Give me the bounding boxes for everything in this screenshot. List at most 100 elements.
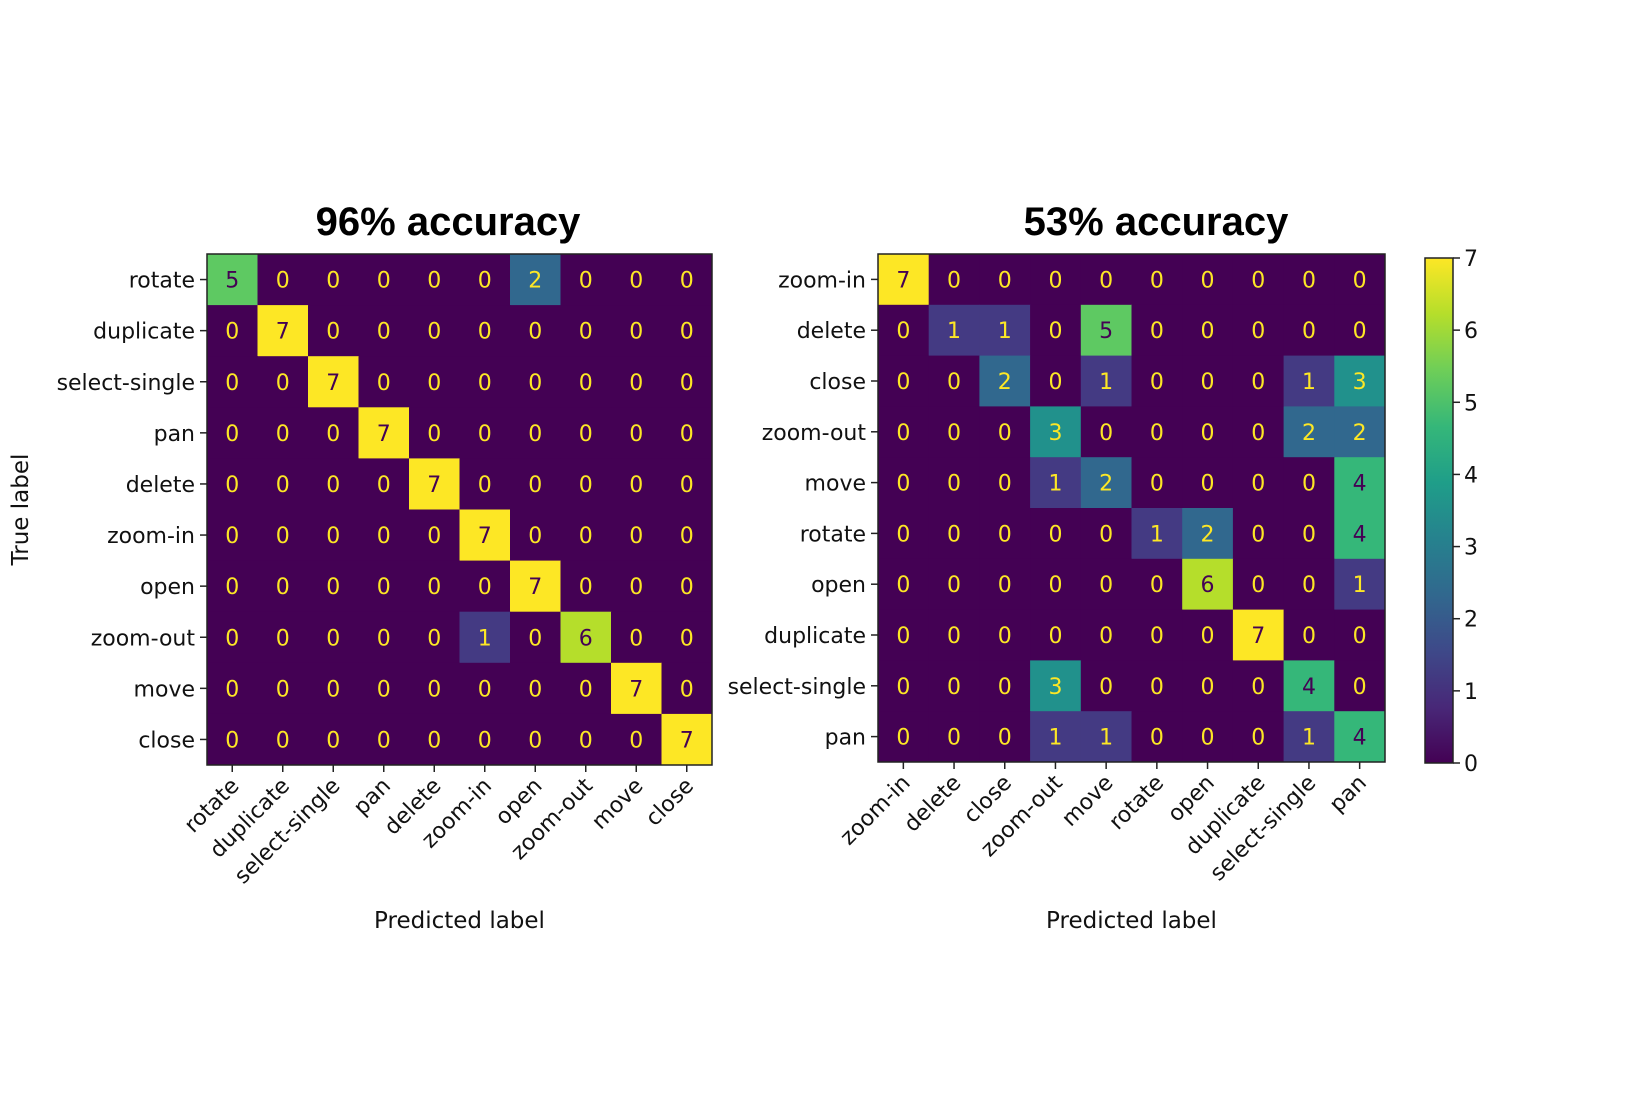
matrix-cell [661, 509, 713, 562]
matrix-cell [928, 558, 980, 611]
cell-value-label: 0 [1251, 522, 1265, 547]
matrix-cell [358, 458, 410, 510]
cell-value-label: 0 [427, 728, 441, 753]
matrix-cell [510, 509, 561, 562]
cell-value-label: 0 [629, 626, 643, 651]
matrix-cell [257, 560, 309, 613]
cell-value-label: 0 [528, 677, 542, 702]
matrix-cell [878, 254, 930, 306]
matrix-cell [928, 355, 980, 407]
cell-value-label: 0 [326, 626, 340, 651]
matrix-cell [1030, 508, 1082, 560]
matrix-cell [878, 508, 930, 560]
matrix-cell [1283, 457, 1335, 509]
matrix-cell [878, 660, 930, 712]
colorbar-tick-label: 3 [1464, 536, 1478, 561]
matrix-cell [1131, 355, 1183, 407]
cell-value-label: 0 [1251, 726, 1265, 751]
matrix-cell [1030, 609, 1082, 661]
y-tick-label: open [811, 573, 866, 598]
cell-value-label: 0 [896, 370, 910, 395]
cell-value-label: 0 [1201, 268, 1215, 293]
matrix-cell [1182, 660, 1234, 712]
cell-value-label: 0 [326, 422, 340, 447]
matrix-cell [661, 713, 713, 766]
cell-value-label: 1 [947, 319, 961, 344]
cell-value-label: 0 [377, 677, 391, 702]
matrix-cell [878, 406, 930, 458]
matrix-cell [207, 356, 258, 408]
cell-value-label: 0 [225, 575, 239, 600]
cell-value-label: 0 [1099, 421, 1113, 446]
matrix-cell [358, 662, 410, 715]
cell-value-label: 0 [579, 269, 593, 294]
cell-value-label: 1 [1099, 370, 1113, 395]
cell-value-label: 0 [1201, 319, 1215, 344]
matrix-cell [358, 509, 410, 562]
matrix-cell [1030, 304, 1082, 357]
cell-value-label: 2 [1099, 472, 1113, 497]
x-tick-label: zoom-in [836, 771, 916, 851]
cell-value-label: 2 [998, 370, 1012, 395]
y-tick-label: pan [825, 726, 866, 751]
matrix-cell [1131, 660, 1183, 712]
matrix-cell [510, 254, 561, 306]
cell-value-label: 0 [1302, 522, 1316, 547]
matrix-cell [979, 355, 1031, 407]
matrix-cell [979, 558, 1031, 611]
matrix-cell [459, 356, 511, 408]
cell-value-label: 7 [1251, 624, 1265, 649]
matrix-cell [1334, 254, 1386, 306]
cell-value-label: 0 [680, 371, 694, 396]
matrix-cell [510, 611, 561, 664]
y-tick-label: delete [797, 319, 866, 344]
cell-value-label: 7 [629, 677, 643, 702]
cell-value-label: 0 [579, 524, 593, 549]
matrix-cell [661, 407, 713, 459]
matrix-cell [409, 713, 460, 766]
colorbar-tick-label: 2 [1464, 608, 1478, 633]
matrix-cell [560, 305, 612, 357]
cell-value-label: 7 [528, 575, 542, 600]
cell-value-label: 0 [1048, 370, 1062, 395]
matrix-cell [928, 609, 980, 661]
cell-value-label: 0 [1302, 624, 1316, 649]
cell-value-label: 1 [1302, 726, 1316, 751]
cell-value-label: 0 [1048, 319, 1062, 344]
matrix-cell [1283, 711, 1335, 763]
cell-value-label: 0 [1201, 370, 1215, 395]
cell-value-label: 0 [1201, 675, 1215, 700]
cell-value-label: 0 [998, 726, 1012, 751]
cell-value-label: 4 [1353, 472, 1367, 497]
matrix-cell [928, 660, 980, 712]
cell-value-label: 0 [896, 726, 910, 751]
matrix-cell [661, 305, 713, 357]
cell-value-label: 0 [998, 573, 1012, 598]
cell-value-label: 0 [896, 421, 910, 446]
matrix-cell [257, 611, 309, 664]
cell-value-label: 0 [225, 728, 239, 753]
matrix-cell [1182, 711, 1234, 763]
cell-value-label: 3 [1048, 675, 1062, 700]
cell-value-label: 0 [1302, 573, 1316, 598]
cell-value-label: 0 [629, 728, 643, 753]
matrix-cell [1131, 558, 1183, 611]
matrix-cell [1080, 508, 1132, 560]
matrix-cell [979, 254, 1031, 306]
matrix-cell [560, 611, 612, 664]
matrix-cell [308, 254, 359, 306]
matrix-cell [979, 457, 1031, 509]
cell-value-label: 0 [579, 728, 593, 753]
cell-value-label: 0 [377, 728, 391, 753]
cell-value-label: 0 [1048, 573, 1062, 598]
cell-value-label: 1 [1302, 370, 1316, 395]
matrix-cell [207, 713, 258, 766]
matrix-cell [979, 508, 1031, 560]
cell-value-label: 0 [1251, 675, 1265, 700]
matrix-cell [1030, 660, 1082, 712]
matrix-cell [1334, 508, 1386, 560]
matrix-cell [459, 458, 511, 510]
matrix-cell [928, 304, 980, 357]
cell-value-label: 0 [947, 522, 961, 547]
